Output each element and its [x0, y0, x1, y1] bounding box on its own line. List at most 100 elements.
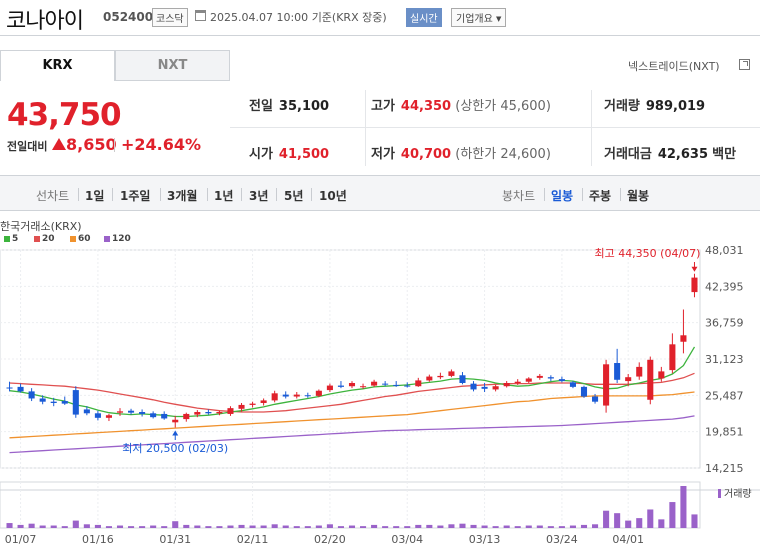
candle-daily[interactable]: 일봉 — [551, 189, 574, 203]
candle-body — [6, 387, 13, 389]
candle-body — [249, 403, 256, 405]
current-price: 43,750 — [7, 97, 122, 133]
candle-body — [116, 411, 124, 413]
stat-value: 41,500 — [278, 147, 330, 162]
volume-bar — [536, 525, 543, 528]
period-1d[interactable]: 1일 — [85, 189, 105, 203]
candle-body — [61, 401, 68, 404]
toolbar-divider — [544, 188, 545, 201]
candle-body — [205, 412, 212, 414]
change-divider — [114, 138, 115, 152]
volume-bar — [94, 524, 101, 528]
nxt-link-label[interactable]: 넥스트레이드(NXT) — [628, 60, 720, 73]
stock-header: 코나아이 052400 코스닥 2025.04.07 10:00 기준(KRX … — [0, 0, 760, 36]
volume-bar — [382, 526, 389, 528]
x-tick-label: 02/20 — [314, 533, 346, 546]
period-1w[interactable]: 1주일 — [120, 189, 151, 203]
volume-bar — [514, 526, 521, 528]
candle-body — [426, 376, 433, 381]
stat-value: 35,100 — [278, 99, 330, 114]
corp-info-dropdown[interactable]: 기업개요 ▼ — [451, 8, 507, 27]
stat-high: 고가 44,350 (상한가 45,600) — [371, 95, 551, 114]
volume-bar — [72, 520, 79, 528]
volume-bar — [293, 526, 300, 528]
candle-body — [50, 401, 57, 403]
price-chart[interactable]: 48,031 42,395 36,759 31,123 25,487 19,851 14,2… — [0, 218, 760, 555]
volume-bar — [636, 518, 643, 528]
y-tick-label: 31,123 — [705, 353, 744, 366]
volume-bar — [459, 523, 466, 528]
volume-bar — [227, 525, 234, 528]
up-arrow-icon — [52, 138, 66, 150]
volume-bar — [348, 525, 356, 528]
toolbar-divider — [112, 188, 113, 201]
candle-body — [94, 413, 101, 418]
volume-bar — [680, 486, 687, 528]
quote-datetime: 2025.04.07 10:00 기준(KRX 장중) — [210, 9, 387, 25]
volume-bar — [404, 526, 411, 528]
stat-open: 시가 41,500 — [249, 143, 329, 162]
volume-bar — [39, 525, 46, 528]
candle-weekly[interactable]: 주봉 — [589, 189, 612, 203]
period-10y[interactable]: 10년 — [319, 189, 347, 203]
candle-body — [614, 363, 621, 380]
x-tick-label: 03/04 — [391, 533, 423, 546]
volume-bar — [481, 525, 488, 528]
volume-bar — [17, 524, 24, 528]
volume-bar — [492, 526, 499, 528]
candle-body — [326, 385, 333, 391]
volume-bar — [194, 525, 201, 528]
stat-prev: 전일 35,100 — [249, 95, 329, 114]
legend-ma120: 120 — [104, 234, 131, 244]
candle-body — [437, 375, 444, 378]
volume-bar — [260, 525, 267, 528]
stat-label: 전일 — [249, 99, 273, 114]
period-toolbar: 선차트 1일 1주일 3개월 1년 3년 5년 10년 봉차트 일봉 주봉 월봉 — [0, 175, 760, 211]
x-tick-label: 02/11 — [237, 533, 269, 546]
basis-text: 기준(KRX 장중) — [311, 11, 387, 24]
x-tick-label: 01/16 — [82, 533, 114, 546]
candle-body — [105, 415, 112, 418]
volume-bar — [50, 525, 57, 528]
candle-chart-label[interactable]: 봉차트 — [502, 189, 536, 203]
exchange-label: 한국거래소(KRX) — [0, 220, 82, 233]
ma60-line — [9, 391, 695, 439]
change-value: 8,650 — [66, 135, 117, 154]
candle-body — [558, 379, 565, 382]
stat-amount: 거래대금 42,635 백만 — [604, 143, 736, 162]
y-tick-label: 42,395 — [705, 280, 744, 293]
max-arrow-icon — [691, 266, 698, 272]
period-3m[interactable]: 3개월 — [167, 189, 198, 203]
volume-bar — [691, 514, 698, 528]
candle-body — [680, 335, 687, 342]
volume-bar — [172, 521, 179, 528]
external-link-icon[interactable] — [739, 59, 750, 70]
stock-code: 052400 — [103, 10, 154, 24]
market-badge: 코스닥 — [152, 8, 188, 27]
candle-body — [17, 386, 24, 392]
period-3y[interactable]: 3년 — [249, 189, 269, 203]
volume-bar — [183, 524, 190, 528]
line-chart-label[interactable]: 선차트 — [36, 189, 70, 203]
stat-label: 시가 — [249, 147, 273, 162]
candle-body — [647, 359, 654, 400]
candle-body — [459, 375, 466, 384]
max-price-label: 최고 44,350 (04/07) — [594, 247, 700, 260]
candle-body — [658, 371, 665, 379]
toolbar-divider — [207, 188, 208, 201]
ma120-line — [9, 415, 695, 454]
tab-nxt[interactable]: NXT — [115, 50, 230, 81]
realtime-badge[interactable]: 실시간 — [406, 8, 442, 27]
volume-bar — [437, 525, 444, 528]
candle-body — [360, 386, 367, 388]
candle-body — [271, 393, 278, 401]
stat-sub-value: 45,600 — [500, 99, 546, 114]
datetime-text: 2025.04.07 10:00 — [210, 11, 309, 24]
period-1y[interactable]: 1년 — [214, 189, 234, 203]
stat-sub-value: 24,600 — [500, 147, 546, 162]
period-5y[interactable]: 5년 — [284, 189, 304, 203]
tab-krx[interactable]: KRX — [0, 50, 115, 81]
volume-bar — [249, 525, 256, 528]
candle-monthly[interactable]: 월봉 — [627, 189, 650, 203]
x-tick-label: 04/01 — [612, 533, 644, 546]
